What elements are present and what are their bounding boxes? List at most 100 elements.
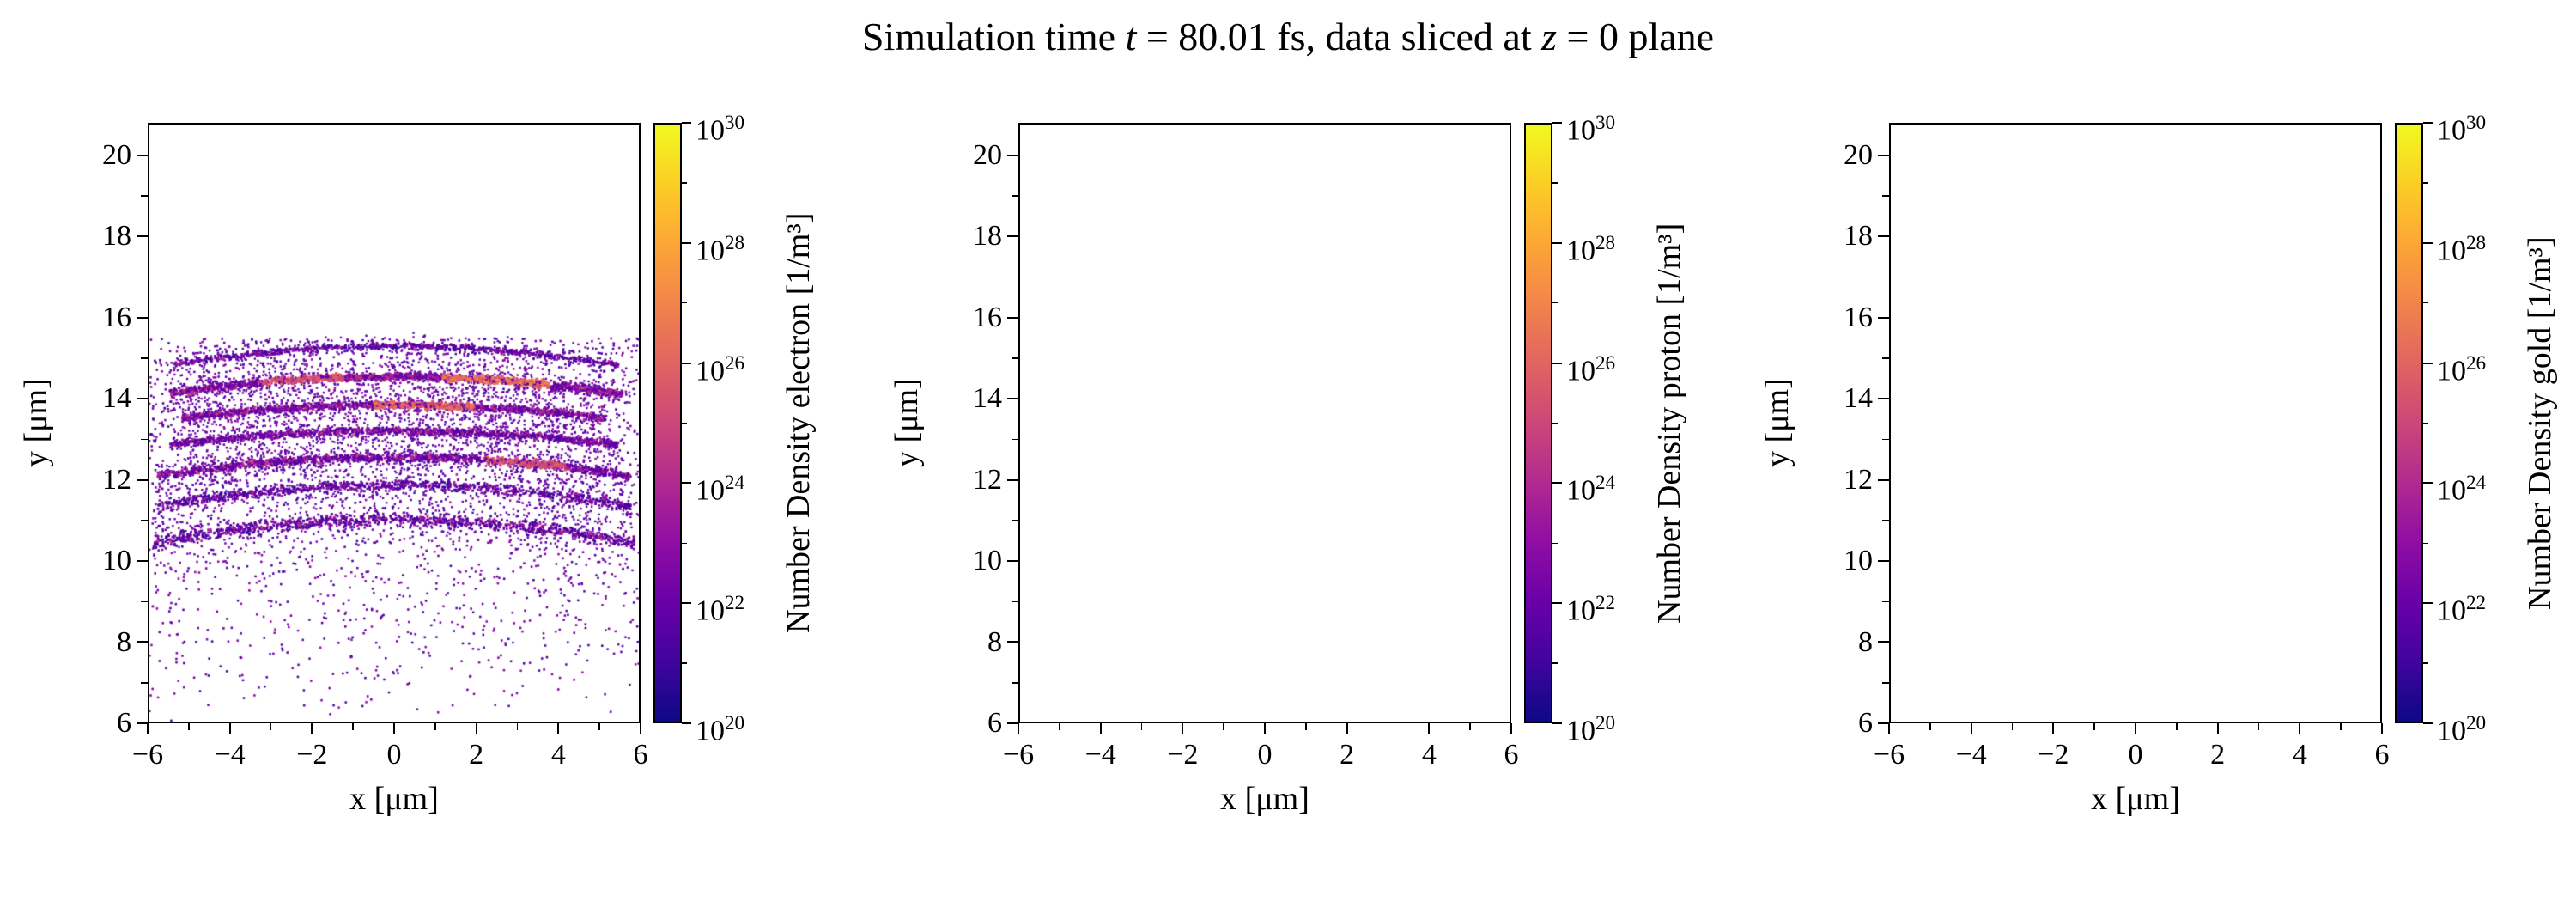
axis-tick bbox=[1887, 723, 1891, 734]
axis-tick bbox=[1882, 195, 1889, 197]
axis-tick bbox=[1552, 722, 1562, 725]
colorbar-tick-label: 1026 bbox=[2437, 351, 2487, 387]
axis-tick bbox=[1012, 438, 1018, 441]
y-tick-label: 10 bbox=[973, 545, 1002, 577]
axis-tick bbox=[141, 276, 148, 278]
y-tick-label: 18 bbox=[973, 220, 1002, 253]
colorbar-tick-label: 1024 bbox=[1566, 472, 1616, 507]
axis-tick bbox=[2380, 723, 2384, 734]
axis-tick bbox=[2423, 542, 2428, 545]
axis-tick bbox=[1012, 357, 1018, 359]
axis-tick bbox=[1878, 154, 1889, 156]
y-tick-label: 14 bbox=[973, 382, 1002, 415]
axis-tick bbox=[1552, 302, 1558, 304]
axis-tick bbox=[1882, 438, 1889, 441]
axis-tick bbox=[1510, 723, 1513, 734]
axis-tick bbox=[682, 482, 691, 485]
colorbar-label-electron: Number Density electron [1/m³] bbox=[781, 212, 817, 634]
x-tick-label: −6 bbox=[1873, 739, 1905, 771]
axis-tick bbox=[1552, 422, 1558, 424]
title-text-pre: Simulation time bbox=[861, 15, 1126, 58]
axis-tick bbox=[1552, 662, 1558, 664]
axis-tick bbox=[682, 542, 687, 545]
colorbar-tick-label: 1020 bbox=[1566, 712, 1616, 747]
axis-tick bbox=[1346, 723, 1348, 734]
axis-tick bbox=[682, 722, 691, 725]
axis-tick bbox=[1007, 722, 1018, 725]
axis-tick bbox=[352, 723, 354, 730]
axis-tick bbox=[141, 357, 148, 359]
axis-tick bbox=[1878, 235, 1889, 238]
panel-gold: y [μm] x [μm] Number Density gold [1/m³]… bbox=[1741, 0, 2576, 902]
axis-tick bbox=[1007, 641, 1018, 643]
axis-tick bbox=[2423, 722, 2433, 725]
y-tick-label: 16 bbox=[102, 301, 131, 333]
axis-tick bbox=[1469, 723, 1471, 730]
axis-tick bbox=[2423, 302, 2428, 304]
y-tick-label: 20 bbox=[1844, 138, 1873, 171]
y-axis-label-proton: y [μm] bbox=[889, 378, 925, 468]
axis-tick bbox=[1428, 723, 1431, 734]
x-tick-label: −4 bbox=[1955, 739, 1987, 771]
colorbar-label-proton: Number Density proton [1/m³] bbox=[1651, 222, 1687, 624]
x-tick-label: 6 bbox=[2374, 739, 2390, 771]
axis-tick bbox=[475, 723, 477, 734]
axis-tick bbox=[1099, 723, 1102, 734]
axis-tick bbox=[2093, 723, 2095, 730]
axis-tick bbox=[137, 559, 148, 563]
x-tick-label: −2 bbox=[2038, 739, 2069, 771]
axis-tick bbox=[137, 398, 148, 400]
x-tick-label: 2 bbox=[469, 739, 484, 771]
colorbar-tick-label: 1022 bbox=[2437, 592, 2487, 627]
y-tick-label: 20 bbox=[973, 138, 1002, 171]
axis-tick bbox=[598, 723, 600, 730]
axis-tick bbox=[682, 302, 687, 304]
axis-tick bbox=[1007, 478, 1018, 481]
axis-tick bbox=[1305, 723, 1307, 730]
plot-area-proton bbox=[1018, 123, 1511, 723]
axis-tick bbox=[1017, 723, 1020, 734]
y-tick-label: 6 bbox=[1858, 707, 1873, 739]
title-text-mid: = 80.01 fs, data sliced at bbox=[1136, 15, 1542, 58]
x-tick-label: −2 bbox=[296, 739, 328, 771]
scatter-canvas-gold bbox=[1891, 125, 2380, 722]
colorbar-tick-label: 1030 bbox=[1566, 112, 1616, 147]
axis-tick bbox=[1012, 520, 1018, 521]
axis-tick bbox=[1552, 542, 1558, 545]
y-axis-label-gold: y [μm] bbox=[1759, 378, 1795, 468]
axis-tick bbox=[1878, 478, 1889, 481]
colorbar-label-gold: Number Density gold [1/m³] bbox=[2522, 236, 2558, 610]
colorbar-tick-label: 1028 bbox=[696, 231, 745, 267]
axis-tick bbox=[1882, 357, 1889, 359]
colorbar-tick-label: 1024 bbox=[696, 472, 745, 507]
colorbar-tick-label: 1020 bbox=[2437, 712, 2487, 747]
x-axis-label-electron: x [μm] bbox=[349, 781, 439, 817]
colorbar-tick-label: 1028 bbox=[1566, 231, 1616, 267]
x-tick-label: 6 bbox=[633, 739, 648, 771]
colorbar-tick-label: 1022 bbox=[1566, 592, 1616, 627]
axis-tick bbox=[1552, 121, 1562, 125]
x-tick-label: −6 bbox=[131, 739, 164, 771]
axis-tick bbox=[141, 520, 148, 521]
axis-tick bbox=[2423, 241, 2433, 244]
axis-tick bbox=[1263, 723, 1267, 734]
figure-title: Simulation time t = 80.01 fs, data slice… bbox=[0, 14, 2576, 59]
x-tick-label: 2 bbox=[2210, 739, 2226, 771]
y-tick-label: 8 bbox=[1858, 625, 1873, 658]
axis-tick bbox=[639, 723, 642, 734]
axis-tick bbox=[2176, 723, 2178, 730]
axis-tick bbox=[1552, 482, 1562, 485]
axis-tick bbox=[141, 438, 148, 441]
axis-tick bbox=[228, 723, 231, 734]
scatter-canvas-proton bbox=[1020, 125, 1510, 722]
axis-tick bbox=[1882, 276, 1889, 278]
axis-tick bbox=[1878, 316, 1889, 319]
colorbar-proton bbox=[1524, 123, 1552, 723]
axis-tick bbox=[434, 723, 436, 730]
y-tick-label: 6 bbox=[117, 707, 131, 739]
axis-tick bbox=[2011, 723, 2014, 730]
plot-area-gold bbox=[1889, 123, 2382, 723]
axis-tick bbox=[141, 600, 148, 603]
axis-tick bbox=[1140, 723, 1143, 730]
colorbar-tick-label: 1030 bbox=[696, 112, 745, 147]
